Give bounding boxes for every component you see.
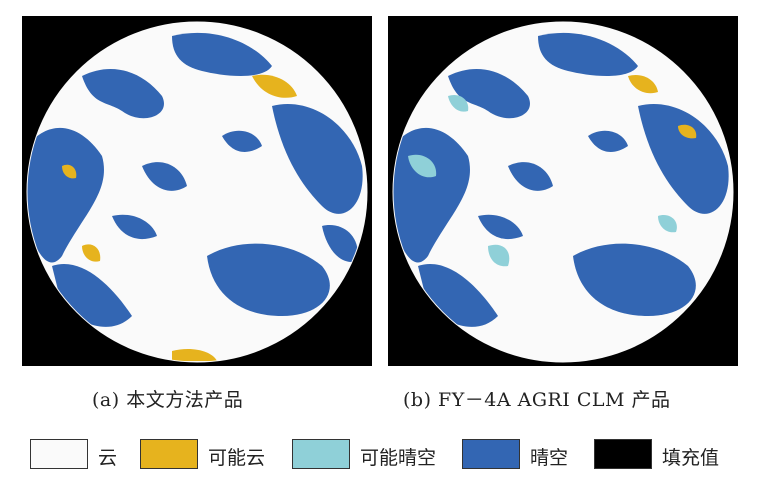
cloud-mask-map-ours [22,16,372,366]
panel-a-caption: (a) 本文方法产品 [92,389,244,411]
map-legend: 云 可能云 可能晴空 晴空 填充值 [30,437,760,477]
panel-b-caption: (b) FY－4A AGRI CLM 产品 [403,389,671,411]
legend-swatch-cloud [30,439,88,469]
earth-disk-b [392,21,734,363]
legend-swatch-probably-cloud [140,439,198,469]
legend-label-cloud: 云 [98,447,118,469]
earth-disk-a [26,21,368,363]
legend-swatch-fill-value [594,439,652,469]
probably-cloud-regions [62,74,297,361]
legend-swatch-clear [462,439,520,469]
legend-swatch-probably-clear [292,439,350,469]
legend-label-probably-cloud: 可能云 [208,447,266,469]
cloud-mask-map-fy4a [388,16,738,366]
legend-label-probably-clear: 可能晴空 [360,447,437,469]
probably-clear-regions [408,94,677,267]
clear-sky-regions [27,32,363,327]
probably-cloud-regions [628,74,697,139]
legend-label-clear: 晴空 [530,447,569,469]
legend-label-fill-value: 填充值 [662,447,720,469]
